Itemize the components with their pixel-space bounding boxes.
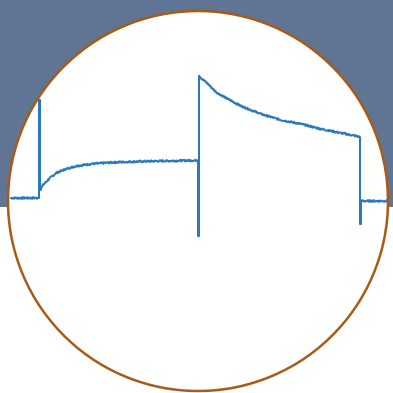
lens-rim xyxy=(6,9,390,393)
plot-area xyxy=(10,74,388,237)
signal-trace xyxy=(10,74,388,237)
